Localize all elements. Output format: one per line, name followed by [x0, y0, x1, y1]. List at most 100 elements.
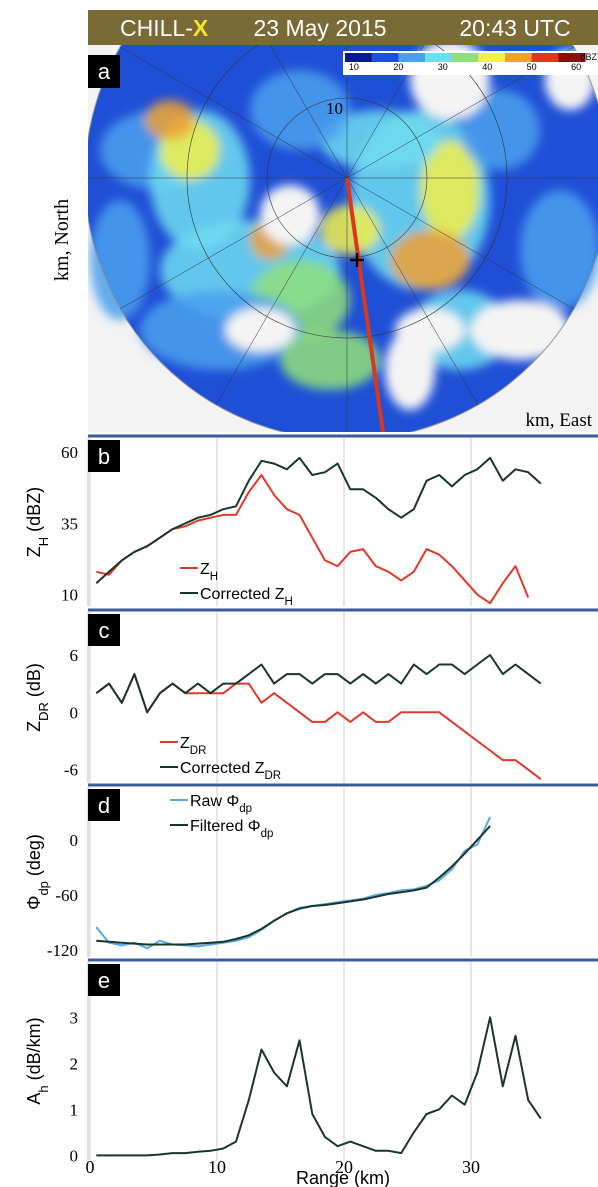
echo	[320, 110, 440, 170]
legend-label-part: DR	[264, 770, 281, 782]
panel-label-box	[88, 55, 120, 88]
series-line	[96, 1016, 542, 1157]
azimuth-line	[269, 45, 348, 179]
instrument-name: CHILL-	[120, 15, 193, 41]
colorbar-tick-label: 50	[527, 62, 537, 72]
y-axis-label-part: Φ	[24, 896, 44, 910]
colorbar-tick-label: 10	[349, 62, 359, 72]
echo	[390, 230, 470, 290]
y-axis-label: ZH (dBZ)	[24, 487, 51, 557]
colorbar-swatch	[531, 53, 559, 62]
legend-label-part: Z	[180, 735, 190, 752]
x-tick-label: 20	[335, 1157, 353, 1177]
y-tick-label: 0	[70, 831, 79, 850]
azimuth-line	[119, 177, 348, 310]
azimuth-line	[119, 46, 348, 179]
y-tick-label: 2	[70, 1054, 79, 1073]
no-echo	[260, 185, 320, 245]
y-tick-label: 35	[61, 514, 78, 533]
colorbar-unit: dBZ	[580, 52, 597, 62]
colorbar-swatch	[425, 53, 453, 62]
legend-label-part: H	[284, 596, 292, 608]
series-line	[96, 474, 530, 605]
legend-label-part: Corrected Z	[200, 586, 285, 603]
instrument: CHILL-X	[120, 15, 209, 41]
legend-label: Corrected ZDR	[180, 760, 281, 782]
x-tick-label: 0	[86, 1157, 95, 1177]
instrument-band: X	[193, 15, 209, 41]
legend-label-part: Z	[200, 561, 210, 578]
panel-label-box	[88, 440, 120, 472]
y-axis-label: km, North	[51, 199, 73, 281]
colorbar-tick-label: 20	[393, 62, 403, 72]
colorbar-tick-label: 30	[438, 62, 448, 72]
azimuth-line	[215, 177, 348, 406]
y-axis-label-part: Z	[24, 546, 44, 557]
series-line	[95, 816, 492, 950]
y-axis-label-part: DR	[36, 702, 51, 721]
date: 23 May 2015	[254, 15, 387, 41]
legend-label: Corrected ZH	[200, 586, 293, 608]
y-axis-label-part: A	[24, 1093, 44, 1105]
series-line	[95, 456, 542, 584]
header-bar	[88, 10, 598, 45]
echo	[520, 190, 598, 310]
echo	[320, 205, 380, 255]
echo	[90, 200, 150, 320]
ppi-image: 10 20	[88, 45, 598, 432]
y-axis-label: ZDR (dB)	[24, 663, 51, 732]
legend-label-part: H	[210, 571, 218, 583]
y-tick-label: -6	[64, 761, 78, 780]
series-line	[95, 654, 542, 714]
colorbar-swatch	[558, 53, 586, 62]
panel-label: a	[98, 59, 111, 84]
legend-label-part: dp	[239, 803, 252, 815]
echo	[420, 140, 480, 240]
panel-label: d	[98, 793, 110, 818]
panel-label: e	[98, 968, 110, 993]
legend-label-part: Corrected Z	[180, 760, 265, 777]
colorbar-tick-label: 40	[482, 62, 492, 72]
legend-label: ZDR	[180, 735, 206, 757]
azimuth-line	[346, 177, 575, 310]
colorbar-swatch	[345, 53, 373, 62]
panel-label-box	[88, 964, 120, 996]
x-tick-label: 30	[462, 1157, 480, 1177]
series-line	[96, 825, 491, 946]
panel-label-box	[88, 789, 120, 821]
x-axis-label: km, East	[526, 410, 593, 431]
y-axis-label-part: (dBZ)	[24, 487, 44, 537]
no-echo	[470, 300, 570, 360]
y-axis-label-part: (dB)	[24, 663, 44, 702]
y-axis-label-part: (deg)	[24, 834, 44, 881]
cross-marker	[350, 253, 364, 267]
legend-label-part: DR	[190, 745, 207, 757]
y-axis-label: Ah (dB/km)	[24, 1017, 51, 1104]
x-axis-label: Range (km)	[296, 1168, 390, 1187]
y-axis-label-part: (dB/km)	[24, 1017, 44, 1085]
ring-label: 10	[326, 99, 343, 118]
colorbar-swatch	[398, 53, 426, 62]
y-axis-label-part: h	[36, 1085, 51, 1092]
y-tick-label: 60	[61, 443, 78, 462]
colorbar-tick-label: 60	[571, 62, 581, 72]
y-tick-label: 0	[70, 1146, 79, 1165]
azimuth-line	[346, 177, 479, 406]
y-axis-label-part: H	[36, 537, 51, 546]
colorbar-swatch	[371, 53, 399, 62]
panel-label-box	[88, 614, 120, 646]
y-tick-label: -120	[47, 941, 78, 960]
colorbar-swatch	[451, 53, 479, 62]
legend-label: ZH	[200, 561, 218, 583]
time: 20:43 UTC	[459, 15, 570, 41]
echo	[145, 100, 195, 140]
echo	[280, 330, 380, 390]
panel-label: c	[99, 618, 110, 643]
panel-label: b	[98, 444, 110, 469]
legend-label: Filtered Φdp	[190, 818, 273, 840]
y-axis-label-part: dp	[36, 881, 51, 895]
legend-label-part: dp	[261, 828, 274, 840]
y-tick-label: 6	[70, 646, 79, 665]
echo-field	[90, 45, 598, 410]
